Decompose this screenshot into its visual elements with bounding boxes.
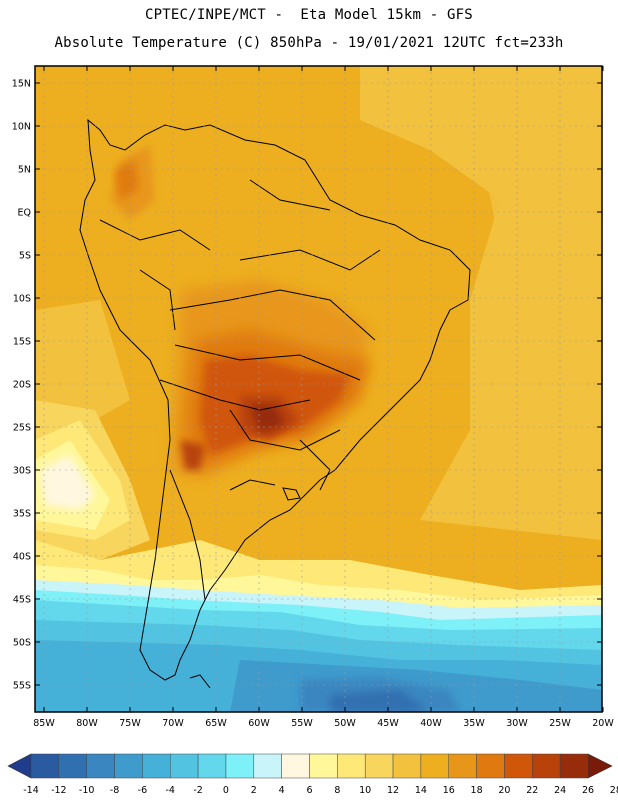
lat-label: 5S — [19, 251, 31, 262]
lat-label: 25S — [13, 423, 31, 434]
colorbar-label: 6 — [306, 785, 312, 796]
lat-label: 15N — [12, 79, 31, 90]
colorbar-label: -6 — [138, 785, 147, 796]
lon-label: 85W — [33, 718, 55, 729]
colorbar-label: 4 — [279, 785, 285, 796]
colorbar-label: 12 — [387, 785, 399, 796]
colorbar-label: 26 — [582, 785, 594, 796]
temperature-field — [35, 66, 602, 712]
colorbar-swatch — [392, 753, 422, 779]
colorbar-high-arrow — [587, 753, 613, 779]
colorbar-swatch — [58, 753, 87, 779]
colorbar-swatch — [448, 753, 477, 779]
lon-label: 25W — [549, 718, 571, 729]
lon-label: 45W — [377, 718, 399, 729]
lon-label: 50W — [334, 718, 356, 729]
colorbar-label: 22 — [526, 785, 538, 796]
colorbar-swatch — [281, 753, 310, 779]
lat-label: 50S — [13, 638, 31, 649]
colorbar-label: 10 — [359, 785, 371, 796]
axis-ticks: 15N 10N 5N EQ 5S 10S 15S 20S 25S 30S 35S 40S 45S 50S 5… — [12, 66, 614, 729]
lat-label: 5N — [18, 165, 31, 176]
colorbar-swatch — [420, 753, 449, 779]
colorbar-label: -8 — [110, 785, 119, 796]
lat-label: 45S — [13, 595, 31, 606]
lat-lon-grid — [35, 66, 602, 712]
colorbar-swatch — [559, 753, 589, 779]
colorbar-swatch — [225, 753, 255, 779]
map-title-line2: Absolute Temperature (C) 850hPa - 19/01/… — [54, 35, 564, 51]
lat-label: 10S — [13, 294, 31, 305]
colorbar-label: -4 — [166, 785, 175, 796]
lon-label: 70W — [162, 718, 184, 729]
colorbar-label: 14 — [415, 785, 427, 796]
colorbar-label: 24 — [554, 785, 566, 796]
lon-label: 75W — [119, 718, 141, 729]
colorbar-swatch — [170, 753, 199, 779]
lon-label: 40W — [420, 718, 442, 729]
lat-label: EQ — [18, 208, 31, 219]
lat-label: 20S — [13, 380, 31, 391]
map-title-line1: CPTEC/INPE/MCT - Eta Model 15km - GFS — [145, 7, 473, 23]
map-frame — [34, 65, 603, 713]
colorbar-swatch — [142, 753, 171, 779]
colorbar: -14 -12 -10 -8 -6 -4 -2 0 2 4 6 8 10 12 14 16 18 20 22 24 26… — [7, 753, 618, 796]
colorbar-swatch — [476, 753, 505, 779]
colorbar-label: 28 — [610, 785, 618, 796]
lat-label: 40S — [13, 552, 31, 563]
colorbar-swatch — [30, 753, 60, 779]
lat-label: 35S — [13, 509, 31, 520]
lat-label: 55S — [13, 681, 31, 692]
colorbar-swatch — [86, 753, 115, 779]
lon-label: 80W — [76, 718, 98, 729]
lat-label: 10N — [12, 122, 31, 133]
lon-label: 55W — [291, 718, 313, 729]
colorbar-swatch — [197, 753, 227, 779]
lat-label: 30S — [13, 466, 31, 477]
lon-label: 60W — [248, 718, 270, 729]
colorbar-label: 20 — [498, 785, 510, 796]
colorbar-label: -14 — [23, 785, 39, 796]
colorbar-swatch — [504, 753, 533, 779]
colorbar-swatch — [114, 753, 143, 779]
lon-label: 35W — [463, 718, 485, 729]
colorbar-label: -2 — [193, 785, 202, 796]
colorbar-label: 2 — [251, 785, 257, 796]
colorbar-label: 16 — [443, 785, 455, 796]
colorbar-swatch — [337, 753, 366, 779]
lon-label: 65W — [205, 718, 227, 729]
colorbar-swatch — [253, 753, 282, 779]
colorbar-label: 18 — [471, 785, 483, 796]
colorbar-label: -12 — [51, 785, 67, 796]
lon-label: 20W — [592, 718, 614, 729]
colorbar-swatch — [309, 753, 338, 779]
colorbar-low-arrow — [7, 753, 32, 779]
colorbar-label: 0 — [223, 785, 229, 796]
lat-label: 15S — [13, 337, 31, 348]
colorbar-swatch — [532, 753, 561, 779]
lon-label: 30W — [506, 718, 528, 729]
colorbar-label: -10 — [79, 785, 95, 796]
colorbar-label: 8 — [334, 785, 340, 796]
colorbar-swatch — [364, 753, 394, 779]
